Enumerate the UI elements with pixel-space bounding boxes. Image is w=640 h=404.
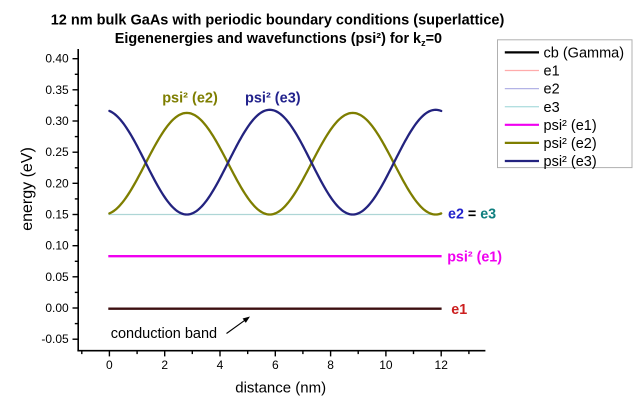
- svg-text:e2 = e3: e2 = e3: [448, 206, 496, 222]
- svg-text:cb (Gamma): cb (Gamma): [544, 46, 625, 62]
- svg-text:Eigenenergies and wavefunction: Eigenenergies and wavefunctions (psi²) f…: [115, 31, 442, 48]
- svg-text:8: 8: [327, 358, 334, 372]
- svg-text:0.35: 0.35: [45, 83, 69, 97]
- svg-text:e1: e1: [544, 64, 560, 80]
- svg-text:-0.05: -0.05: [41, 332, 69, 346]
- svg-text:e3: e3: [544, 100, 560, 116]
- svg-text:distance (nm): distance (nm): [235, 380, 326, 397]
- svg-text:0.15: 0.15: [45, 208, 69, 222]
- svg-text:12 nm bulk GaAs with periodic: 12 nm bulk GaAs with periodic boundary c…: [51, 13, 505, 29]
- svg-text:psi² (e1): psi² (e1): [544, 118, 597, 134]
- svg-text:conduction band: conduction band: [111, 326, 217, 342]
- svg-text:2: 2: [161, 358, 168, 372]
- svg-text:psi² (e2): psi² (e2): [544, 136, 597, 152]
- svg-text:energy (eV): energy (eV): [19, 147, 36, 231]
- svg-text:6: 6: [272, 358, 279, 372]
- svg-text:0.05: 0.05: [45, 270, 69, 284]
- svg-text:0.40: 0.40: [45, 52, 69, 66]
- svg-text:0.30: 0.30: [45, 114, 69, 128]
- svg-text:e1: e1: [451, 302, 467, 318]
- svg-text:0: 0: [106, 358, 113, 372]
- svg-text:4: 4: [217, 358, 224, 372]
- svg-text:e2: e2: [544, 82, 560, 98]
- svg-text:psi² (e3): psi² (e3): [245, 91, 301, 107]
- svg-text:0.10: 0.10: [45, 239, 69, 253]
- svg-text:12: 12: [435, 358, 449, 372]
- svg-text:psi² (e1): psi² (e1): [447, 250, 502, 266]
- svg-text:psi² (e3): psi² (e3): [544, 154, 597, 170]
- svg-text:0.20: 0.20: [45, 176, 69, 190]
- svg-text:10: 10: [379, 358, 393, 372]
- svg-text:psi² (e2): psi² (e2): [162, 91, 218, 107]
- svg-text:0.00: 0.00: [45, 301, 69, 315]
- svg-text:0.25: 0.25: [45, 145, 69, 159]
